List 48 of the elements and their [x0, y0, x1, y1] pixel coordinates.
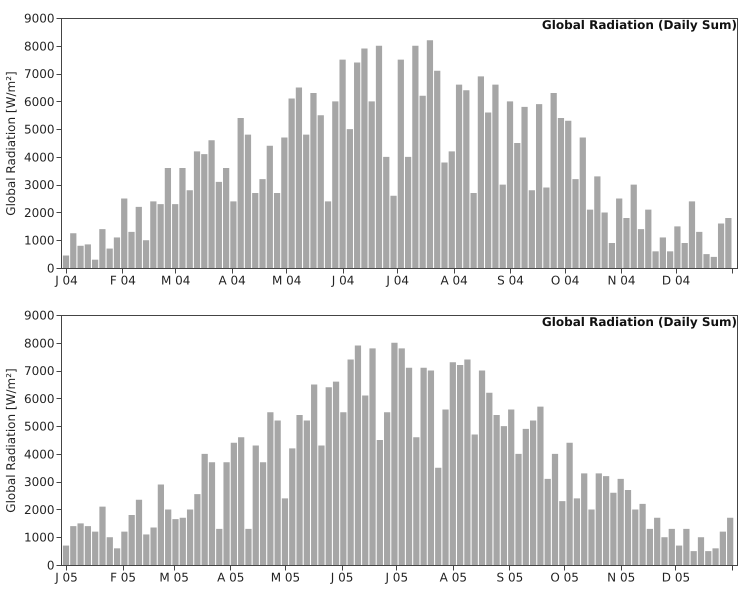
y-tick-label: 3000	[24, 178, 54, 192]
y-tick-label: 1000	[24, 530, 54, 545]
y-tick-label: 6000	[24, 94, 54, 109]
x-tick-label: F 04	[110, 274, 136, 288]
x-tick-label: D 05	[662, 570, 690, 584]
x-tick-label: J 04	[54, 274, 78, 288]
y-axis-title: Global Radiation [W/m²]	[4, 368, 18, 513]
x-tick-label: O 04	[550, 274, 580, 288]
y-tick-label: 9000	[24, 12, 54, 26]
x-tick-label: A 04	[218, 274, 246, 288]
x-tick-label: N 04	[607, 274, 636, 288]
x-tick-label: J 05	[384, 570, 408, 584]
x-tick-label: J 05	[330, 570, 354, 584]
x-tick-label: M 04	[160, 274, 190, 288]
x-tick-label: N 05	[607, 570, 636, 584]
x-tick-label: D 04	[662, 274, 690, 288]
x-tick-label: A 04	[440, 274, 468, 288]
y-tick-label: 0	[46, 558, 54, 572]
x-tick-label: F 05	[110, 570, 136, 584]
y-tick-label: 5000	[24, 122, 54, 137]
y-tick-label: 6000	[24, 392, 54, 406]
x-tick-label: A 05	[217, 570, 244, 584]
y-tick-label: 9000	[24, 308, 54, 322]
chart-title: Global Radiation (Daily Sum)	[542, 18, 737, 32]
x-tick-label: M 05	[270, 570, 300, 584]
x-tick-label: S 04	[497, 274, 524, 288]
x-tick-label: M 04	[272, 274, 302, 288]
x-tick-label: J 04	[330, 274, 354, 288]
y-axis-title: Global Radiation [W/m²]	[4, 71, 18, 216]
x-tick-label: A 05	[440, 570, 467, 584]
y-tick-label: 2000	[24, 206, 54, 220]
y-tick-label: 7000	[24, 67, 54, 82]
x-tick-label: J 05	[54, 570, 78, 584]
y-tick-label: 5000	[24, 420, 54, 434]
y-tick-label: 4000	[24, 447, 54, 462]
y-tick-label: 3000	[24, 475, 54, 490]
x-tick-label: M 05	[159, 570, 189, 584]
x-tick-label: O 05	[550, 570, 579, 584]
y-tick-label: 1000	[24, 234, 54, 248]
y-tick-label: 8000	[24, 39, 54, 54]
y-tick-label: 4000	[24, 150, 54, 164]
x-tick-label: J 04	[385, 274, 409, 288]
y-tick-label: 2000	[24, 502, 54, 517]
y-tick-label: 8000	[24, 336, 54, 350]
chart-title: Global Radiation (Daily Sum)	[542, 315, 737, 329]
y-tick-label: 0	[46, 262, 54, 276]
y-tick-label: 7000	[24, 364, 54, 378]
x-tick-label: S 05	[496, 570, 524, 584]
